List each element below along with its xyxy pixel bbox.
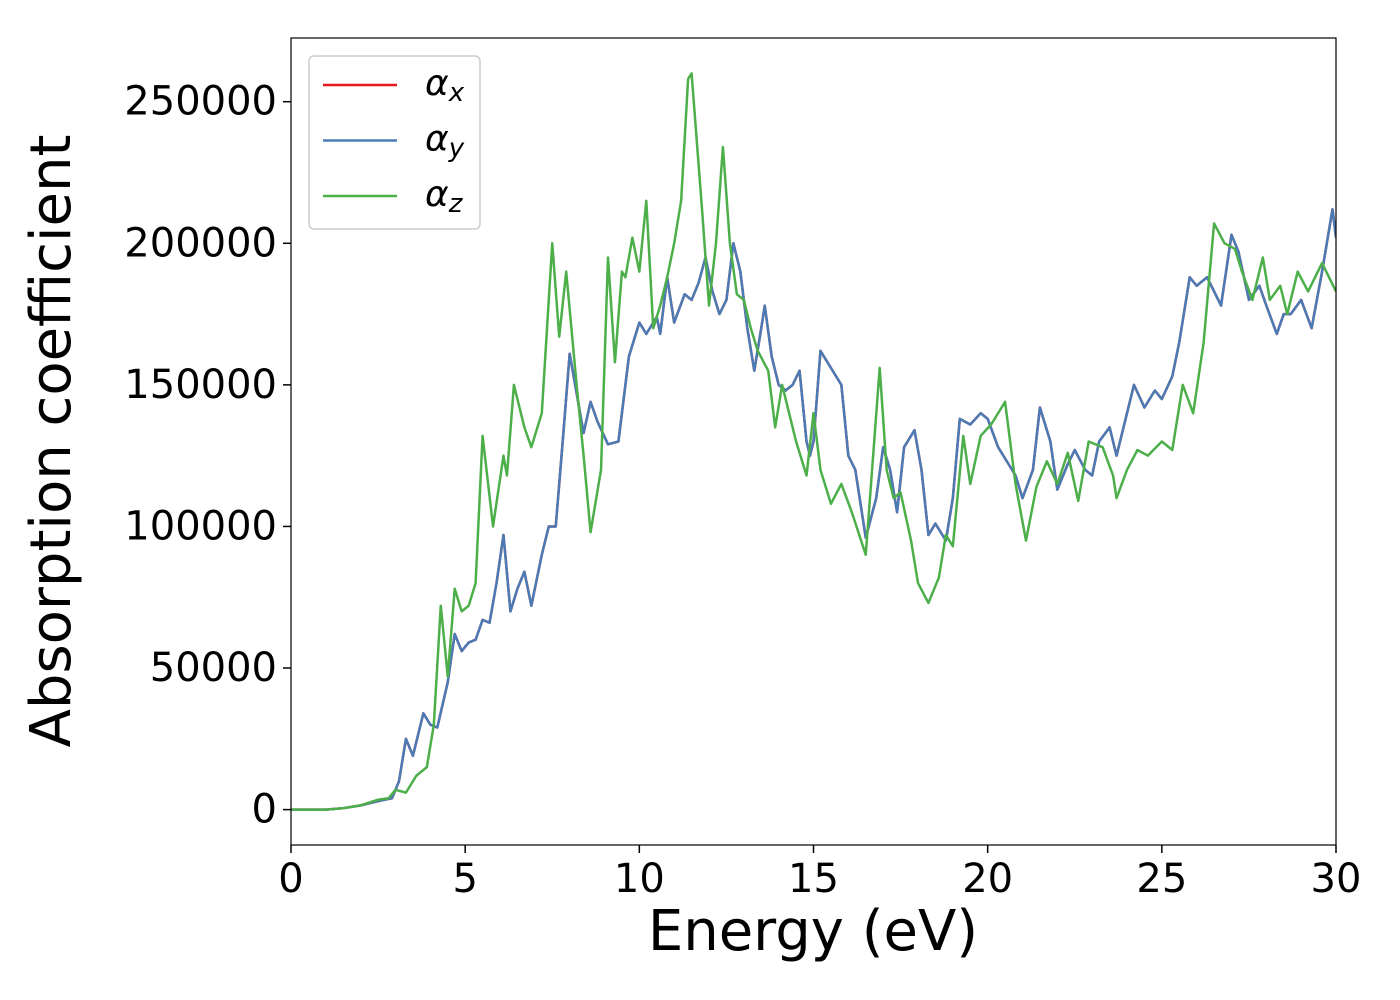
x-tick-label: 15 bbox=[788, 856, 839, 902]
y-tick-label: 150000 bbox=[124, 362, 277, 408]
x-tick-label: 25 bbox=[1136, 856, 1187, 902]
legend-box bbox=[308, 55, 481, 230]
x-tick-label: 5 bbox=[452, 856, 477, 902]
y-tick-label: 250000 bbox=[124, 79, 277, 125]
y-axis-label: Absorption coefficient bbox=[19, 135, 84, 748]
y-tick-label: 0 bbox=[252, 787, 277, 833]
x-tick-label: 20 bbox=[962, 856, 1013, 902]
line-series bbox=[291, 208, 1336, 811]
x-tick-label: 0 bbox=[278, 856, 303, 902]
x-axis-label: Energy (eV) bbox=[648, 899, 978, 964]
legend-label: αy bbox=[425, 119, 465, 164]
legend-label: αz bbox=[425, 174, 464, 219]
y-tick-label: 100000 bbox=[124, 503, 277, 549]
plot-frame bbox=[290, 37, 1337, 846]
y-tick-label: 200000 bbox=[124, 220, 277, 266]
line-series bbox=[291, 208, 1336, 811]
x-tick-label: 10 bbox=[614, 856, 665, 902]
x-tick-label: 30 bbox=[1311, 856, 1362, 902]
legend-label: αx bbox=[425, 63, 465, 108]
line-series bbox=[291, 72, 1336, 811]
y-tick-label: 50000 bbox=[150, 645, 277, 691]
